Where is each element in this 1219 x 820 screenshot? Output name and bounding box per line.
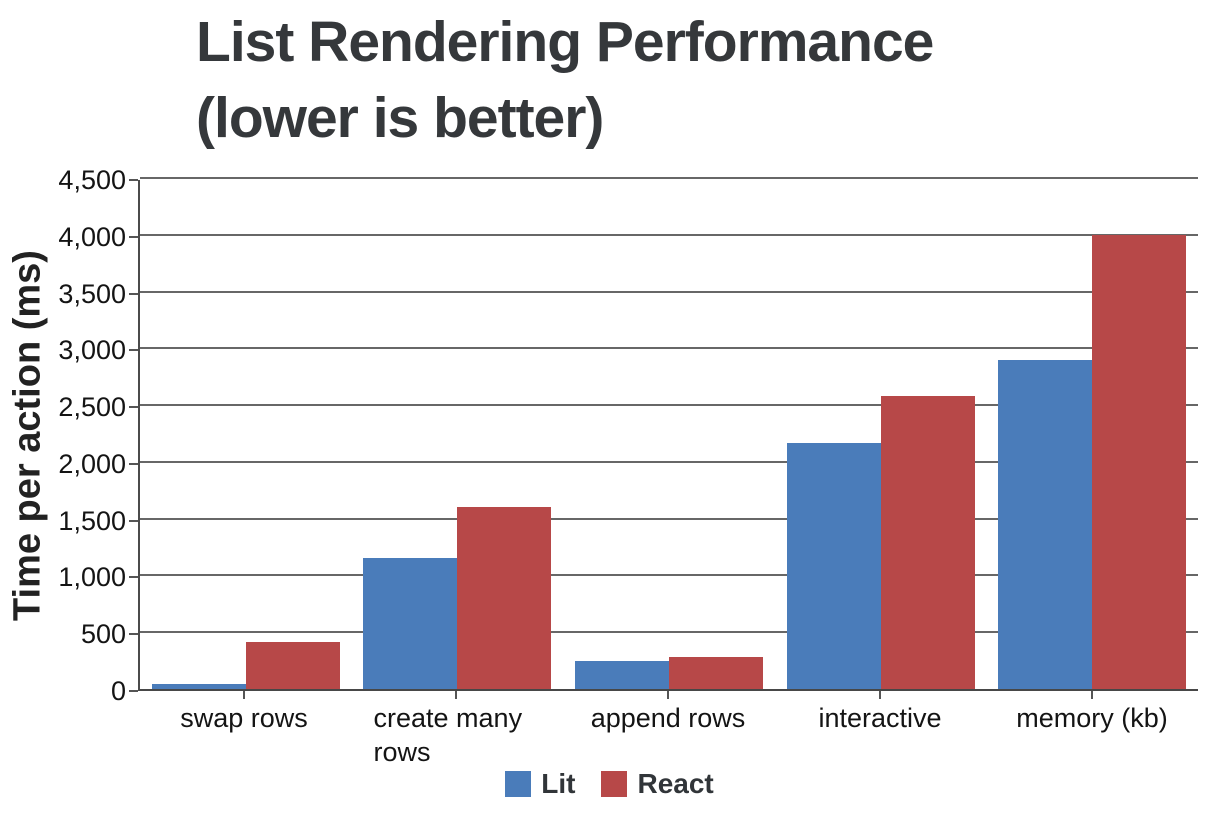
- bar-group-append-rows: [563, 180, 775, 689]
- legend-swatch-lit: [505, 771, 532, 797]
- gridline-3500: [140, 290, 1198, 293]
- bar-lit-swap-rows: [151, 684, 246, 689]
- bar-react-interactive: [880, 396, 975, 689]
- bar-lit-append-rows: [574, 661, 669, 689]
- x-label-text-interactive: interactive: [818, 703, 942, 733]
- y-tick-label-500: 500: [80, 619, 126, 650]
- legend: Lit React: [0, 768, 1219, 800]
- x-label-create-many-rows: create many rows: [350, 701, 562, 769]
- bar-lit-memory-kb: [998, 360, 1093, 689]
- gridline-4500: [140, 177, 1198, 179]
- chart-title-line1: List Rendering Performance: [196, 10, 934, 74]
- y-tick-label-1-500: 1,500: [58, 505, 126, 536]
- y-tick-label-4-000: 4,000: [58, 221, 126, 252]
- y-tick-mark-4-500: [129, 179, 138, 181]
- y-tick-label-3-500: 3,500: [58, 278, 126, 309]
- bar-react-memory-kb: [1092, 235, 1187, 689]
- x-label-text-append-rows: append rows: [590, 703, 746, 733]
- chart-title: List Rendering Performance (lower is bet…: [196, 4, 934, 156]
- x-axis-labels: swap rows create many rows append rows inte…: [138, 701, 1198, 769]
- x-label-append-rows: append rows: [562, 701, 774, 769]
- y-tick-label-4-500: 4,500: [58, 165, 126, 195]
- bar-lit-interactive: [786, 443, 881, 689]
- x-tick-mark-append-rows: [667, 691, 669, 699]
- y-tick-label-2-000: 2,000: [58, 448, 126, 479]
- bar-react-swap-rows: [245, 642, 340, 689]
- legend-label-react: React: [637, 768, 714, 799]
- y-tick-mark-2-000: [129, 462, 138, 465]
- chart-title-line2: (lower is better): [196, 86, 604, 150]
- y-tick-mark-500: [129, 633, 138, 636]
- y-tick-mark-3-500: [129, 292, 138, 295]
- x-label-text-swap-rows: swap rows: [180, 703, 308, 733]
- bar-group-create-many-rows: [352, 180, 564, 689]
- y-tick-mark-1-500: [129, 519, 138, 522]
- gridline-500: [140, 631, 1198, 634]
- legend-swatch-react: [601, 771, 628, 797]
- x-label-memory-kb: memory (kb): [986, 701, 1198, 769]
- gridline-4000: [140, 233, 1198, 236]
- gridline-2000: [140, 460, 1198, 463]
- y-tick-label-1-000: 1,000: [58, 562, 126, 593]
- y-tick-label-0: 0: [110, 676, 126, 706]
- legend-item-lit: Lit: [505, 768, 575, 800]
- gridline-1500: [140, 517, 1198, 520]
- y-tick-label-2-500: 2,500: [58, 392, 126, 423]
- x-label-interactive: interactive: [774, 701, 986, 769]
- y-tick-mark-2-500: [129, 406, 138, 409]
- bar-group-swap-rows: [140, 180, 352, 689]
- bar-group-interactive: [775, 180, 987, 689]
- y-tick-mark-4-000: [129, 235, 138, 238]
- bar-react-create-many-rows: [457, 507, 552, 689]
- x-tick-mark-create-many-rows: [455, 691, 457, 699]
- x-tick-mark-swap-rows: [243, 691, 245, 699]
- gridline-1000: [140, 574, 1198, 577]
- y-tick-label-3-000: 3,000: [58, 335, 126, 366]
- legend-item-react: React: [601, 768, 714, 800]
- bar-group-memory-kb: [986, 180, 1198, 689]
- legend-label-lit: Lit: [541, 768, 576, 799]
- gridline-3000: [140, 347, 1198, 350]
- x-tick-mark-memory-kb: [1091, 691, 1093, 699]
- x-label-text-memory-kb: memory (kb): [1016, 703, 1168, 733]
- bars-container: [140, 180, 1198, 689]
- bar-react-append-rows: [668, 657, 763, 689]
- y-tick-mark-3-000: [129, 349, 138, 352]
- y-tick-mark-0: [129, 690, 138, 692]
- x-tick-mark-interactive: [879, 691, 881, 699]
- bar-lit-create-many-rows: [363, 558, 458, 689]
- gridline-2500: [140, 404, 1198, 407]
- y-axis-title: Time per action (ms): [6, 250, 49, 621]
- x-label-swap-rows: swap rows: [138, 701, 350, 769]
- plot-area: [138, 177, 1198, 691]
- x-label-text-create-many-rows: create many rows: [373, 703, 523, 767]
- y-tick-mark-1-000: [129, 576, 138, 579]
